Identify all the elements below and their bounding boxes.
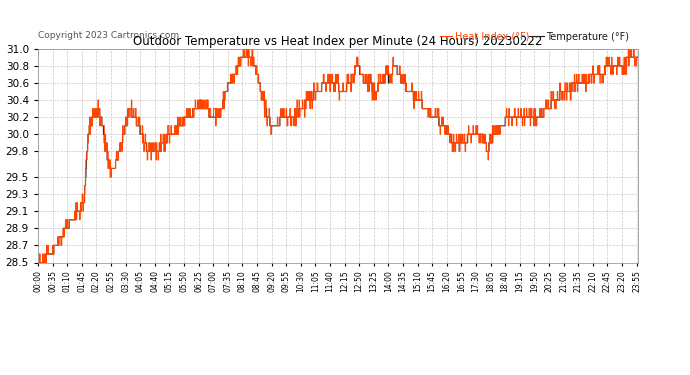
Temperature (°F) <box>152 149 161 154</box>
Heat Index (°F) <box>432 115 440 119</box>
Heat Index (°F) <box>167 132 175 136</box>
Temperature (°F) <box>432 115 440 119</box>
Heat Index (°F) <box>239 46 247 51</box>
Temperature (°F) <box>510 115 518 119</box>
Heat Index (°F) <box>510 106 518 111</box>
Heat Index (°F) <box>152 149 161 154</box>
Temperature (°F) <box>235 64 243 68</box>
Heat Index (°F) <box>235 55 243 60</box>
Legend: Heat Index (°F), Temperature (°F): Heat Index (°F), Temperature (°F) <box>436 28 633 46</box>
Temperature (°F) <box>34 260 42 265</box>
Temperature (°F) <box>237 55 245 60</box>
Line: Heat Index (°F): Heat Index (°F) <box>38 49 638 271</box>
Title: Outdoor Temperature vs Heat Index per Minute (24 Hours) 20230222: Outdoor Temperature vs Heat Index per Mi… <box>133 34 543 48</box>
Line: Temperature (°F): Temperature (°F) <box>38 57 638 262</box>
Heat Index (°F) <box>34 269 42 273</box>
Text: Copyright 2023 Cartronics.com: Copyright 2023 Cartronics.com <box>38 31 179 40</box>
Heat Index (°F) <box>634 55 642 60</box>
Temperature (°F) <box>563 89 571 94</box>
Heat Index (°F) <box>563 81 571 85</box>
Temperature (°F) <box>167 132 175 136</box>
Temperature (°F) <box>634 55 642 60</box>
